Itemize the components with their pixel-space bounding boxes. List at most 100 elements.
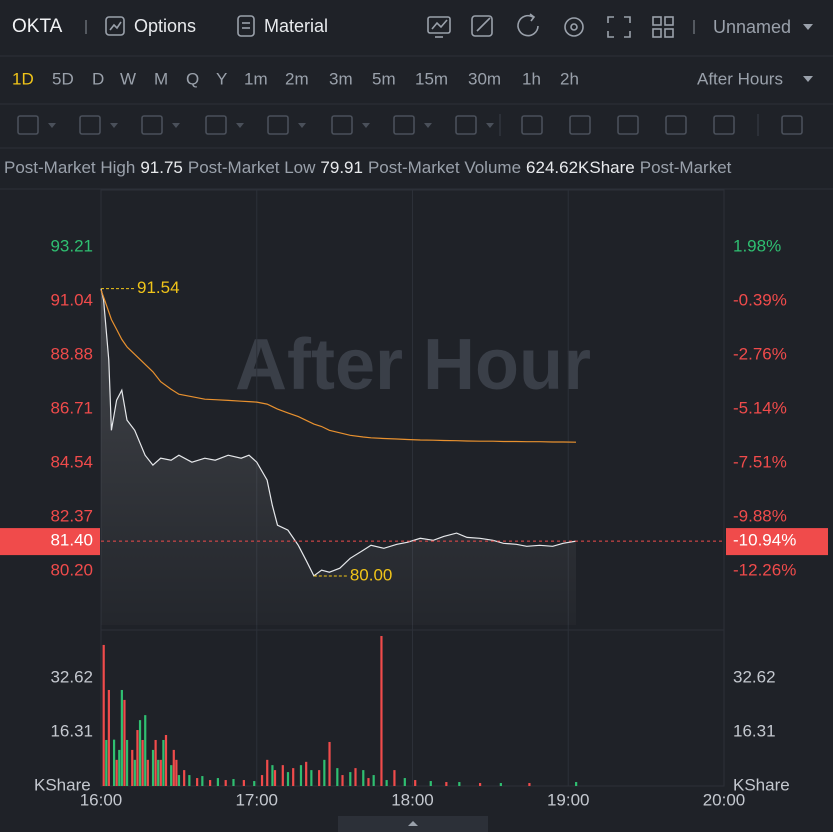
volume-bar [299, 765, 303, 786]
volume-bar [151, 749, 155, 786]
y2-tick-label: -9.88% [733, 506, 787, 525]
volume-bar [131, 749, 134, 786]
period-button[interactable]: Y [216, 69, 227, 88]
volume-bar [286, 772, 290, 786]
volume-bar [305, 761, 308, 786]
volume-bar [172, 749, 175, 786]
period-button[interactable]: W [120, 69, 136, 88]
period-button[interactable]: D [92, 69, 104, 88]
material-button[interactable]: Material [264, 16, 328, 36]
tool-icon[interactable] [393, 115, 415, 135]
last-change-tag [726, 528, 828, 556]
drawing-toolbar [17, 114, 803, 136]
x-tick-label: 17:00 [235, 790, 278, 809]
volume-bar [183, 770, 186, 786]
volume-bar [349, 772, 352, 786]
expand-caret[interactable] [408, 821, 418, 826]
y2-tick-label: -7.51% [733, 452, 787, 471]
tool-caret[interactable] [110, 123, 118, 128]
volume-bar [216, 778, 220, 786]
tool-caret[interactable] [172, 123, 180, 128]
average-line [100, 289, 577, 443]
tool-icon[interactable] [781, 115, 803, 135]
tool-caret[interactable] [48, 123, 56, 128]
period-button[interactable]: 1D [12, 69, 34, 88]
volume-bar [260, 775, 264, 786]
volume-bar [118, 749, 121, 786]
volume-bar [115, 759, 118, 786]
period-button[interactable]: 2h [560, 69, 579, 88]
period-button[interactable]: Q [186, 69, 199, 88]
volume-bar [499, 783, 502, 786]
volume-bar [380, 636, 383, 786]
symbol[interactable]: OKTA [12, 16, 63, 37]
tool-icon[interactable] [521, 115, 543, 135]
tool-icon[interactable] [665, 115, 687, 135]
tool-icon[interactable] [455, 115, 477, 135]
last-price-label: 81.40 [50, 531, 93, 550]
draw-icon[interactable] [471, 15, 493, 37]
tool-icon[interactable] [79, 115, 101, 135]
settings-icon[interactable] [564, 17, 584, 37]
dropdown-caret[interactable] [803, 76, 813, 82]
last-change-label: -10.94% [733, 531, 796, 550]
tool-icon[interactable] [141, 115, 163, 135]
reset-icon[interactable] [517, 13, 539, 37]
fullscreen-icon[interactable] [607, 16, 631, 38]
tool-icon[interactable] [205, 115, 227, 135]
tool-caret[interactable] [362, 123, 370, 128]
volume-bar [105, 739, 108, 786]
options-icon[interactable] [105, 16, 125, 36]
x-tick-label: 18:00 [391, 790, 434, 809]
volume-bar [159, 759, 162, 786]
tool-caret[interactable] [298, 123, 306, 128]
session-select[interactable]: After Hours [697, 69, 783, 88]
tool-caret[interactable] [424, 123, 432, 128]
price-line [100, 288, 577, 577]
y-tick-label: 84.54 [50, 452, 93, 471]
volume-bar [112, 739, 116, 786]
y-tick-label: 86.71 [50, 398, 93, 417]
volume-bar [341, 775, 344, 786]
period-button[interactable]: 2m [285, 69, 309, 88]
period-button[interactable]: 1h [522, 69, 541, 88]
dropdown-caret[interactable] [803, 24, 813, 30]
tool-caret[interactable] [236, 123, 244, 128]
period-button[interactable]: M [154, 69, 168, 88]
period-button[interactable]: 1m [244, 69, 268, 88]
tool-icon[interactable] [617, 115, 639, 135]
last-price-tag [0, 528, 100, 556]
period-button[interactable]: 5D [52, 69, 74, 88]
period-button[interactable]: 15m [415, 69, 448, 88]
chart: 16:00 17:00 18:00 19:00 20:00 93.21 91.04 88.88… [0, 190, 828, 809]
tool-caret[interactable] [486, 123, 494, 128]
volume-bar [201, 776, 204, 786]
layout-name[interactable]: Unnamed [713, 17, 791, 37]
tool-icon[interactable] [569, 115, 591, 135]
options-button[interactable]: Options [134, 16, 196, 36]
volume-bar [125, 739, 129, 786]
layout-icon[interactable] [652, 16, 674, 38]
tool-icon[interactable] [17, 115, 39, 135]
tool-icon[interactable] [713, 115, 735, 135]
volume-bar [136, 730, 139, 786]
volume-bar [120, 689, 123, 786]
volume-bar [367, 778, 370, 786]
volume-bar [281, 765, 284, 786]
volume-tick-label: 32.62 [50, 667, 93, 686]
period-button[interactable]: 5m [372, 69, 396, 88]
period-button[interactable]: 30m [468, 69, 501, 88]
x-tick-label: 16:00 [80, 790, 123, 809]
volume-bar [372, 775, 375, 786]
tool-icon[interactable] [267, 115, 289, 135]
stat-label: Post-Market Volume [367, 158, 522, 177]
volume-bar [445, 782, 448, 786]
volume-bar [102, 644, 105, 786]
volume-bar [162, 739, 165, 786]
material-icon[interactable] [237, 15, 255, 37]
volume-tick-label: 16.31 [733, 721, 776, 740]
indicator-icon[interactable] [427, 16, 451, 38]
period-button[interactable]: 3m [329, 69, 353, 88]
tool-icon[interactable] [331, 115, 353, 135]
volume-bar [164, 735, 168, 786]
